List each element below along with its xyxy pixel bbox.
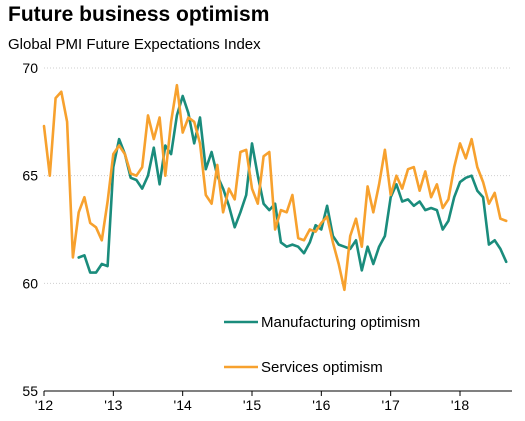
y-tick-label: 60 <box>22 275 38 291</box>
x-tick-label: '17 <box>382 397 400 413</box>
legend-label-services: Services optimism <box>261 359 383 376</box>
y-tick-label: 65 <box>22 168 38 184</box>
legend-label-manufacturing: Manufacturing optimism <box>261 314 420 331</box>
series-line-services <box>42 83 508 292</box>
y-tick-label: 70 <box>22 60 38 76</box>
legend: Manufacturing optimism Services optimism <box>224 314 420 376</box>
chart-subtitle: Global PMI Future Expectations Index <box>8 36 261 53</box>
x-axis: '12 '13 '14 '15 '16 '17 '18 <box>35 390 512 413</box>
x-tick-label: '13 <box>104 397 122 413</box>
y-axis-ticks: 55 60 65 70 <box>22 60 38 399</box>
x-tick-label: '16 <box>312 397 330 413</box>
x-tick-label: '12 <box>35 397 53 413</box>
y-tick-label: 55 <box>22 383 38 399</box>
x-tick-label: '14 <box>174 397 192 413</box>
chart-title: Future business optimism <box>8 3 270 26</box>
series-lines <box>42 83 508 292</box>
grid-lines <box>44 67 512 284</box>
series-line-manufacturing <box>77 94 508 274</box>
x-tick-label: '15 <box>243 397 261 413</box>
x-tick-label: '18 <box>451 397 469 413</box>
